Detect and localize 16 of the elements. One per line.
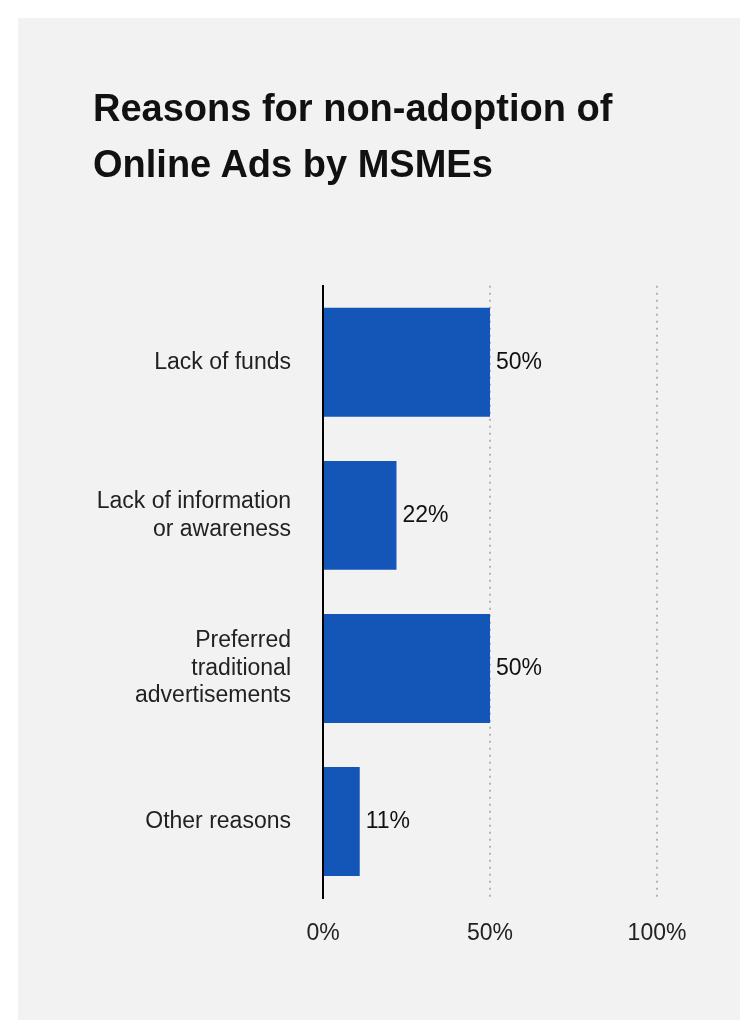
data-label: 22% — [402, 500, 449, 527]
data-label: 50% — [496, 653, 543, 680]
y-tick-label: Lack of funds — [154, 347, 291, 374]
bar — [324, 307, 490, 417]
chart-title: Reasons for non-adoption of Online Ads by MSMEs — [93, 86, 614, 187]
bar — [324, 766, 360, 876]
y-tick-label: Lack of information or awareness — [96, 486, 291, 541]
x-tick-label: 50% — [466, 919, 514, 946]
y-tick-label: Other reasons — [145, 806, 291, 833]
x-tick-label: 100% — [627, 919, 687, 946]
bar — [324, 613, 490, 723]
data-label: 11% — [365, 806, 411, 833]
bar — [324, 460, 397, 570]
data-label: 50% — [496, 347, 543, 374]
x-tick-label: 0% — [306, 919, 340, 946]
y-tick-label: Preferred traditional advertisements — [135, 626, 291, 708]
